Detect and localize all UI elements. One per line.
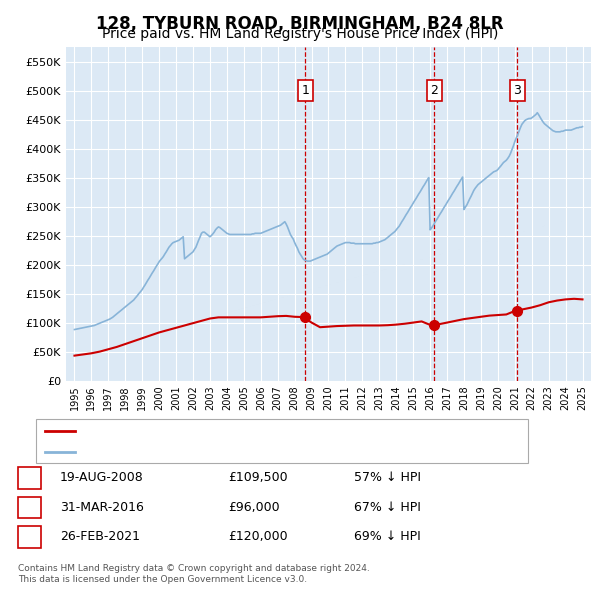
Text: £109,500: £109,500	[228, 471, 287, 484]
Text: 69% ↓ HPI: 69% ↓ HPI	[354, 530, 421, 543]
Text: 67% ↓ HPI: 67% ↓ HPI	[354, 501, 421, 514]
Text: 128, TYBURN ROAD, BIRMINGHAM, B24 8LR (detached house): 128, TYBURN ROAD, BIRMINGHAM, B24 8LR (d…	[81, 427, 427, 436]
Text: 1: 1	[25, 471, 34, 484]
Text: 26-FEB-2021: 26-FEB-2021	[60, 530, 140, 543]
Text: £96,000: £96,000	[228, 501, 280, 514]
Text: 2: 2	[25, 501, 34, 514]
Text: 2: 2	[430, 84, 438, 97]
Text: 57% ↓ HPI: 57% ↓ HPI	[354, 471, 421, 484]
Text: 3: 3	[514, 84, 521, 97]
Text: This data is licensed under the Open Government Licence v3.0.: This data is licensed under the Open Gov…	[18, 575, 307, 584]
Text: HPI: Average price, detached house, Birmingham: HPI: Average price, detached house, Birm…	[81, 447, 356, 457]
Text: 19-AUG-2008: 19-AUG-2008	[60, 471, 144, 484]
Text: 3: 3	[25, 530, 34, 543]
Text: Contains HM Land Registry data © Crown copyright and database right 2024.: Contains HM Land Registry data © Crown c…	[18, 565, 370, 573]
Text: 1: 1	[301, 84, 309, 97]
Text: 128, TYBURN ROAD, BIRMINGHAM, B24 8LR: 128, TYBURN ROAD, BIRMINGHAM, B24 8LR	[96, 15, 504, 33]
Text: Price paid vs. HM Land Registry's House Price Index (HPI): Price paid vs. HM Land Registry's House …	[102, 27, 498, 41]
Text: 31-MAR-2016: 31-MAR-2016	[60, 501, 144, 514]
Text: £120,000: £120,000	[228, 530, 287, 543]
